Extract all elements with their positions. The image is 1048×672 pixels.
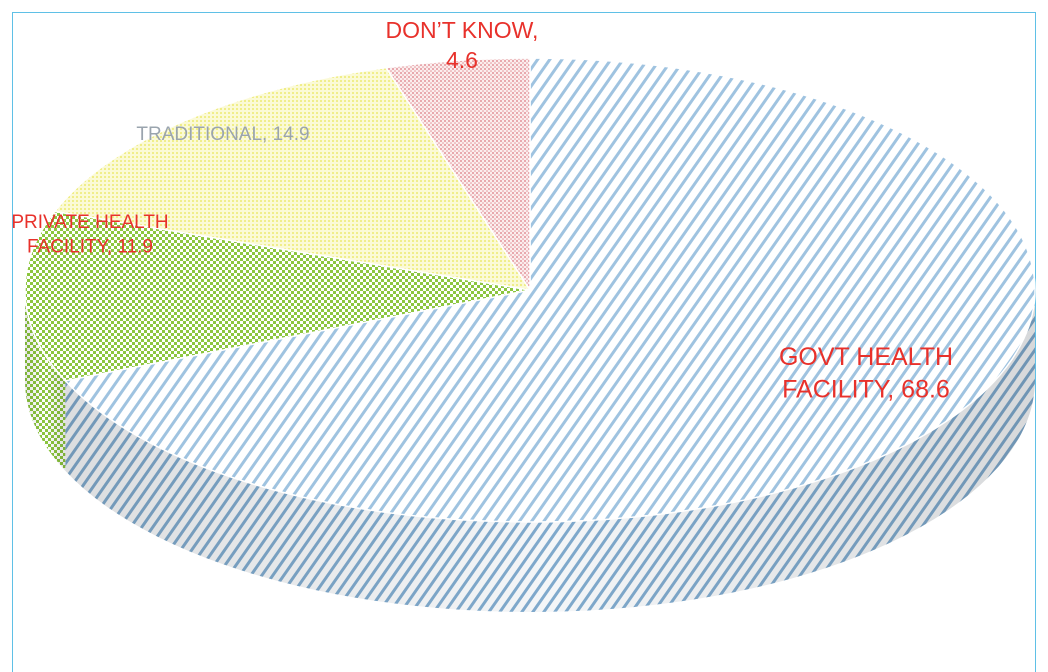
data-label-traditional: TRADITIONAL, 14.9 [136,124,309,145]
pie-slice-govt-health-facility [63,57,1036,523]
pie-slice-private-health-facility [24,210,531,382]
pie-side-shade-govt-health-facility [65,290,1036,613]
data-label-private-health-facility: PRIVATE HEALTH FACILITY, 11.9 [11,212,168,258]
pie-side-shade-private-health-facility [25,290,66,471]
data-label-govt-health-facility: GOVT HEALTH FACILITY, 68.6 [779,343,953,404]
data-label-don-t-know: DON’T KNOW, 4.6 [386,17,539,73]
pie-slice-don-t-know [384,57,531,293]
chart-frame [12,12,1036,672]
pie-slice-traditional [53,66,532,292]
